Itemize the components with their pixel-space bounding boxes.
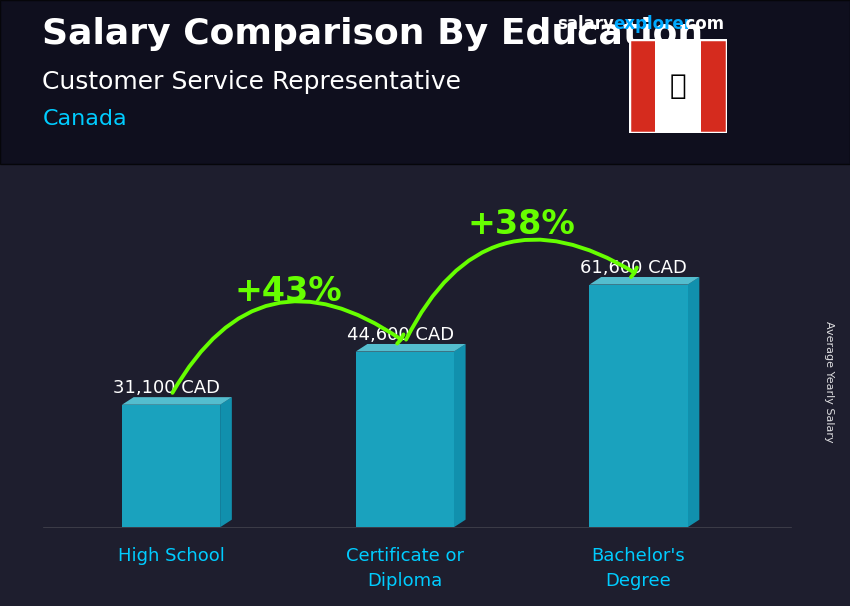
Polygon shape bbox=[122, 405, 220, 527]
Polygon shape bbox=[590, 277, 700, 285]
Polygon shape bbox=[220, 397, 232, 527]
Polygon shape bbox=[355, 351, 454, 527]
Bar bbox=[700, 39, 727, 133]
Text: explorer: explorer bbox=[614, 15, 693, 33]
Text: Salary Comparison By Education: Salary Comparison By Education bbox=[42, 17, 704, 51]
Text: Canada: Canada bbox=[42, 109, 128, 129]
Text: +43%: +43% bbox=[234, 275, 342, 308]
Bar bbox=[655, 39, 700, 133]
Text: 61,600 CAD: 61,600 CAD bbox=[581, 259, 688, 277]
Text: 🍁: 🍁 bbox=[670, 72, 686, 101]
Polygon shape bbox=[355, 344, 466, 351]
Text: Average Yearly Salary: Average Yearly Salary bbox=[824, 321, 834, 442]
Polygon shape bbox=[590, 285, 688, 527]
Polygon shape bbox=[454, 344, 466, 527]
Text: 44,600 CAD: 44,600 CAD bbox=[347, 325, 454, 344]
Text: .com: .com bbox=[679, 15, 724, 33]
Text: Customer Service Representative: Customer Service Representative bbox=[42, 70, 462, 94]
Text: +38%: +38% bbox=[468, 208, 575, 241]
Polygon shape bbox=[688, 277, 700, 527]
Polygon shape bbox=[122, 397, 232, 405]
Text: salary: salary bbox=[557, 15, 614, 33]
Bar bbox=[629, 39, 655, 133]
Text: 31,100 CAD: 31,100 CAD bbox=[113, 379, 220, 397]
